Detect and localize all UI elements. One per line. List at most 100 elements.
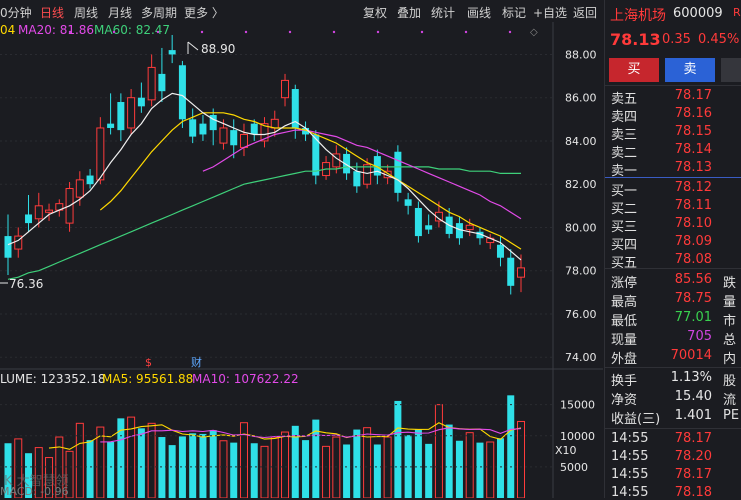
tick-row-label: 14:55 [611, 485, 649, 500]
period-tab-daily[interactable]: 日线 [40, 6, 65, 20]
volume-bar [476, 442, 484, 498]
candle-body [281, 79, 290, 99]
sell-button[interactable]: 卖 [665, 58, 715, 82]
stat-row-value: 705 [687, 329, 712, 344]
stat2-row-value: 1.13% [670, 370, 712, 385]
volume-bar [4, 443, 12, 498]
volume-bar [302, 440, 310, 498]
stat-secondary-label: 总 [723, 333, 737, 348]
stock-suffix: R [733, 6, 741, 19]
volume-bar [219, 440, 228, 498]
ma-lines-group [7, 92, 522, 280]
candle-body [404, 199, 412, 206]
volume-bar [414, 429, 422, 498]
volume-bar [137, 428, 145, 498]
finance-marker[interactable]: 财 [191, 355, 202, 369]
volume-bar [250, 443, 258, 498]
add-watchlist-button[interactable]: +自选 [533, 6, 568, 20]
volume-ma5-label: MA5: 95561.88 [102, 372, 193, 386]
back-button[interactable]: 返回 [573, 6, 598, 20]
volume-bar [86, 440, 94, 498]
stat-row-value: 77.01 [674, 310, 712, 325]
volume-bar [65, 450, 74, 498]
stat-secondary-label: 市 [723, 314, 737, 329]
stat-row-label: 最高 [611, 295, 638, 310]
event-dot [288, 30, 292, 34]
period-tab-monthly[interactable]: 月线 [108, 6, 133, 20]
volume-tick-label: 5000 [560, 461, 588, 474]
ask-level-value: 78.14 [674, 142, 712, 157]
more-actions-button[interactable] [721, 58, 741, 82]
price-tick-label: 82.00 [565, 178, 597, 191]
ask-level-value: 78.16 [674, 106, 712, 121]
volume-bar [270, 436, 279, 498]
volume-unit-label: X10 [555, 444, 577, 457]
volume-bar [158, 437, 166, 498]
volume-bar [486, 441, 495, 498]
volume-bar [260, 445, 269, 498]
volume-bar [332, 436, 341, 498]
volume-bar [507, 395, 515, 498]
ma5-label: 04 [0, 23, 15, 37]
period-tab-multi[interactable]: 多周期 [141, 6, 178, 20]
period-tab-minutes[interactable]: 0分钟 [0, 6, 32, 20]
ma20-line [202, 129, 522, 220]
diamond-icon[interactable]: ◇ [530, 27, 538, 38]
bid-level-label: 买一 [611, 184, 638, 199]
volume-bar [96, 426, 105, 498]
bid-level-value: 78.08 [674, 252, 712, 267]
candle-body [270, 118, 279, 129]
event-markers [68, 30, 512, 34]
ask-level-label: 卖一 [611, 164, 638, 179]
buy-button[interactable]: 买 [609, 58, 659, 82]
event-dot [68, 30, 72, 34]
volume-bar [434, 404, 443, 498]
period-tab-weekly[interactable]: 周线 [74, 6, 99, 20]
stat-secondary-label: 内 [723, 352, 737, 367]
watermark-logo: K 大智慧领 [4, 473, 69, 489]
period-tab-more[interactable]: 更多 〉 [184, 6, 224, 20]
ask-level-label: 卖四 [611, 110, 638, 125]
candle-body [291, 89, 299, 128]
draw-line-button[interactable]: 画线 [467, 6, 492, 20]
candle-body [414, 207, 422, 237]
volume-bar [291, 425, 299, 498]
bid-level-value: 78.10 [674, 216, 712, 231]
ask-level-label: 卖三 [611, 128, 638, 143]
stat2-row-label: 净资 [611, 393, 638, 408]
volume-bar [425, 443, 433, 498]
candle-body [96, 127, 105, 181]
volume-bar [363, 427, 372, 498]
candle-body [25, 214, 33, 224]
candle-body [517, 267, 525, 278]
volume-bar [34, 447, 43, 498]
kline-chart[interactable]: 88.00 86.00 84.00 82.00 80.00 78.00 76.00 74.00… [0, 22, 603, 498]
volume-bar [373, 444, 381, 498]
bid-level-value: 78.11 [674, 198, 712, 213]
statistics-button[interactable]: 统计 [431, 6, 456, 20]
ask-level-label: 卖五 [611, 92, 638, 107]
stock-name: 上海机场 [610, 8, 666, 24]
tick-row-value: 78.18 [674, 485, 712, 500]
tick-row-label: 14:55 [611, 467, 649, 482]
stat2-secondary-label: PE [723, 408, 740, 423]
fuquan-button[interactable]: 复权 [363, 6, 388, 20]
candle-body [302, 127, 310, 135]
price-change-pct: 0.45% [698, 32, 740, 47]
macd-label: MACD: -0.96 [0, 485, 69, 498]
candle-body [260, 123, 269, 142]
dividend-marker[interactable]: $ [145, 356, 152, 369]
volume-bar [281, 431, 290, 498]
candle-body [353, 171, 361, 187]
volume-bar [127, 416, 136, 498]
candle-body [343, 153, 351, 174]
stat-row-label: 现量 [611, 333, 638, 348]
stat-row-label: 外盘 [611, 352, 638, 367]
period-toolbar: 0分钟 日线 周线 月线 多周期 更多 〉 复权 叠加 统计 画线 标记 +自选… [0, 0, 603, 23]
overlay-button[interactable]: 叠加 [397, 6, 422, 20]
volume-bar [404, 435, 412, 498]
volume-bar [239, 422, 248, 498]
ask-level-value: 78.17 [674, 88, 712, 103]
price-change: 0.35 [662, 32, 691, 47]
mark-button[interactable]: 标记 [502, 6, 527, 20]
